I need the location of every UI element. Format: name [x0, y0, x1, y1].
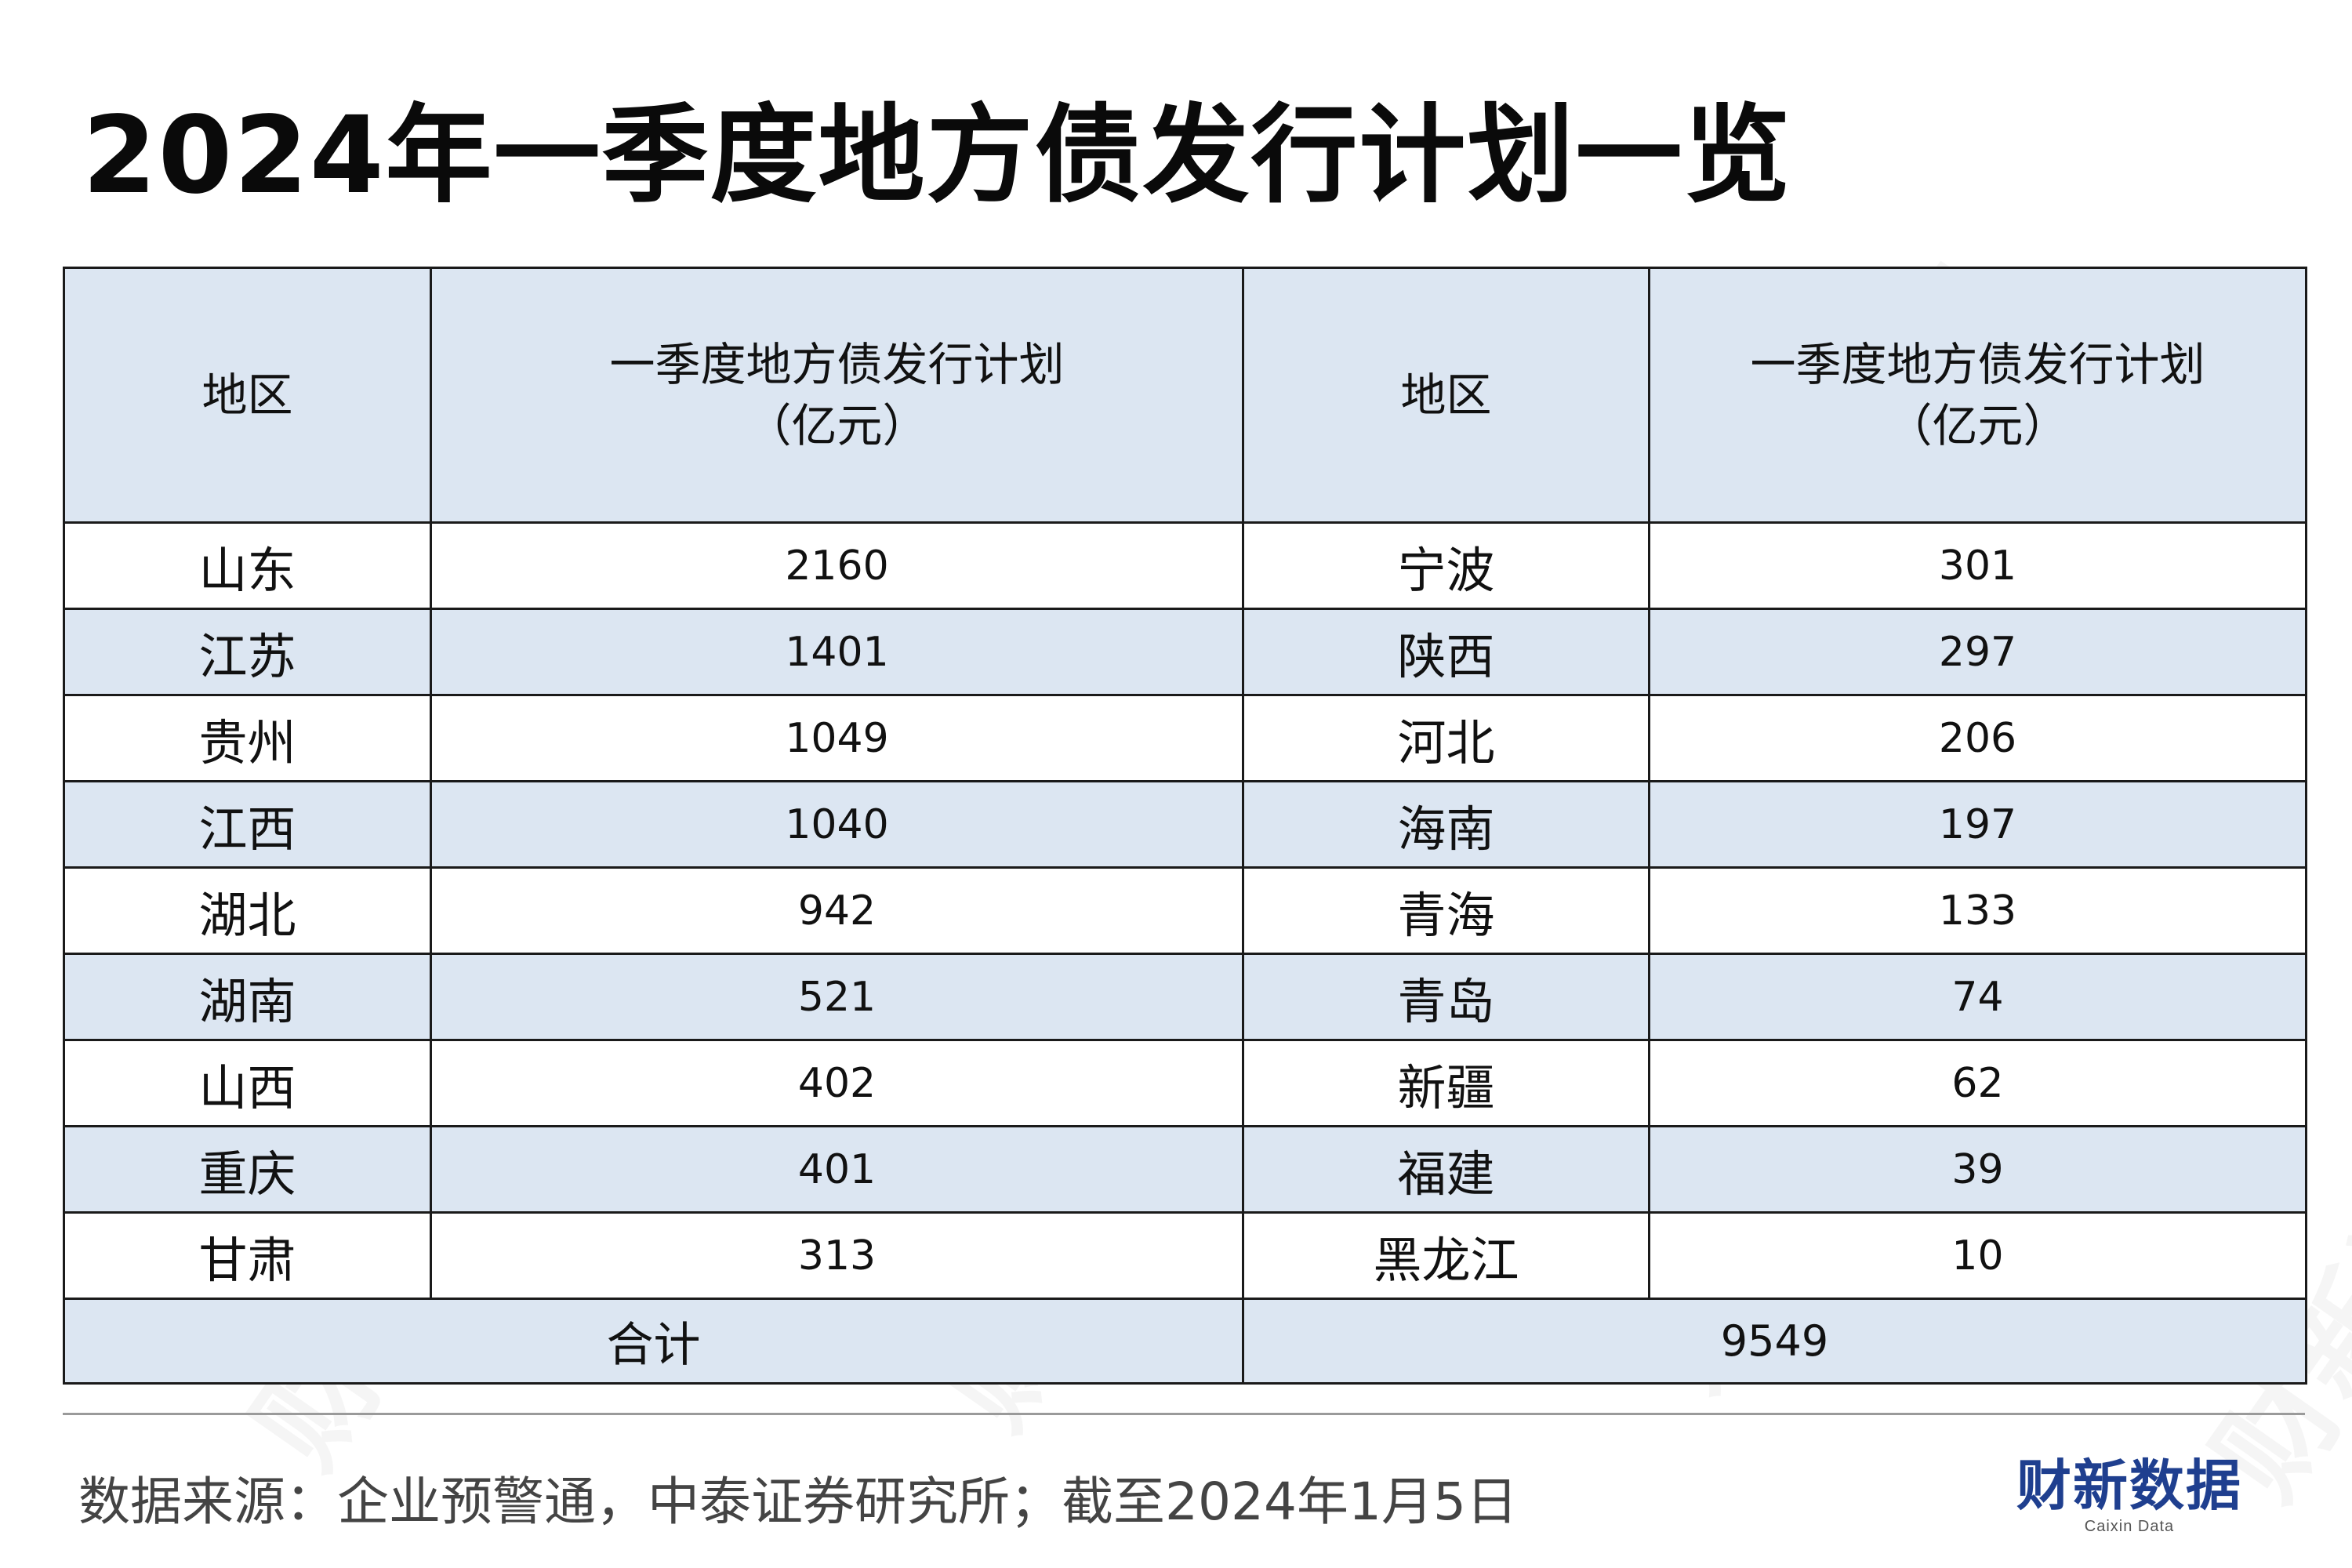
region-cell: 贵州	[63, 694, 432, 782]
region-cell-2: 福建	[1242, 1125, 1650, 1214]
divider	[63, 1413, 2305, 1415]
brand-logo: 财新数据 Caixin Data	[2012, 1458, 2247, 1536]
value-cell-2: 39	[1648, 1125, 2307, 1214]
table-row: 山西 402 新疆 62	[63, 1039, 2307, 1127]
region-cell: 湖北	[63, 866, 432, 955]
value-cell-2: 10	[1648, 1211, 2307, 1300]
value-cell: 521	[430, 953, 1244, 1041]
region-cell-2: 青海	[1242, 866, 1650, 955]
header-plan-amount-2: 一季度地方债发行计划 （亿元）	[1648, 267, 2307, 524]
value-cell: 1049	[430, 694, 1244, 782]
value-cell-2: 62	[1648, 1039, 2307, 1127]
total-label: 合计	[63, 1298, 1244, 1385]
region-cell: 甘肃	[63, 1211, 432, 1300]
region-cell-2: 宁波	[1242, 521, 1650, 610]
region-cell: 山西	[63, 1039, 432, 1127]
header-title-line: 一季度地方债发行计划	[1750, 337, 2205, 391]
table-header-row: 地区 一季度地方债发行计划 （亿元） 地区 一季度地方债发行计划 （亿元）	[63, 267, 2307, 524]
value-cell: 401	[430, 1125, 1244, 1214]
table-row: 湖南 521 青岛 74	[63, 953, 2307, 1041]
table-body: 山东 2160 宁波 301 江苏 1401 陕西 297 贵州 1049 河北 206 江西 1040 海…	[63, 521, 2307, 1385]
value-cell-2: 301	[1648, 521, 2307, 610]
header-region-2: 地区	[1242, 267, 1650, 524]
source-note: 数据来源：企业预警通，中泰证券研究所；截至2024年1月5日	[78, 1472, 1518, 1532]
table-row: 山东 2160 宁波 301	[63, 521, 2307, 610]
region-cell: 重庆	[63, 1125, 432, 1214]
value-cell: 942	[430, 866, 1244, 955]
region-cell-2: 黑龙江	[1242, 1211, 1650, 1300]
table-row: 重庆 401 福建 39	[63, 1125, 2307, 1214]
brand-name: 财新数据	[2016, 1454, 2242, 1518]
region-cell: 山东	[63, 521, 432, 610]
region-cell-2: 海南	[1242, 780, 1650, 869]
region-cell-2: 河北	[1242, 694, 1650, 782]
region-cell: 湖南	[63, 953, 432, 1041]
header-plan-amount: 一季度地方债发行计划 （亿元）	[430, 267, 1244, 524]
value-cell-2: 206	[1648, 694, 2307, 782]
value-cell-2: 74	[1648, 953, 2307, 1041]
header-region: 地区	[63, 267, 432, 524]
value-cell: 402	[430, 1039, 1244, 1127]
region-cell: 江苏	[63, 608, 432, 696]
region-cell-2: 陕西	[1242, 608, 1650, 696]
value-cell: 1040	[430, 780, 1244, 869]
table-row: 甘肃 313 黑龙江 10	[63, 1211, 2307, 1300]
value-cell-2: 133	[1648, 866, 2307, 955]
table-row: 湖北 942 青海 133	[63, 866, 2307, 955]
bond-issuance-table: 地区 一季度地方债发行计划 （亿元） 地区 一季度地方债发行计划 （亿元） 山东 21…	[63, 267, 2307, 1385]
total-value: 9549	[1242, 1298, 2307, 1385]
value-cell: 1401	[430, 608, 1244, 696]
value-cell: 313	[430, 1211, 1244, 1300]
table-row: 贵州 1049 河北 206	[63, 694, 2307, 782]
region-cell-2: 青岛	[1242, 953, 1650, 1041]
header-unit-line: （亿元）	[746, 399, 928, 452]
total-row: 合计 9549	[63, 1298, 2307, 1385]
header-unit-line: （亿元）	[1886, 399, 2069, 452]
table-row: 江西 1040 海南 197	[63, 780, 2307, 869]
value-cell-2: 197	[1648, 780, 2307, 869]
region-cell-2: 新疆	[1242, 1039, 1650, 1127]
brand-subtitle: Caixin Data	[2084, 1518, 2175, 1535]
region-cell: 江西	[63, 780, 432, 869]
page-title: 2024年一季度地方债发行计划一览	[82, 94, 1792, 218]
table-row: 江苏 1401 陕西 297	[63, 608, 2307, 696]
header-title-line: 一季度地方债发行计划	[609, 337, 1065, 391]
value-cell-2: 297	[1648, 608, 2307, 696]
value-cell: 2160	[430, 521, 1244, 610]
